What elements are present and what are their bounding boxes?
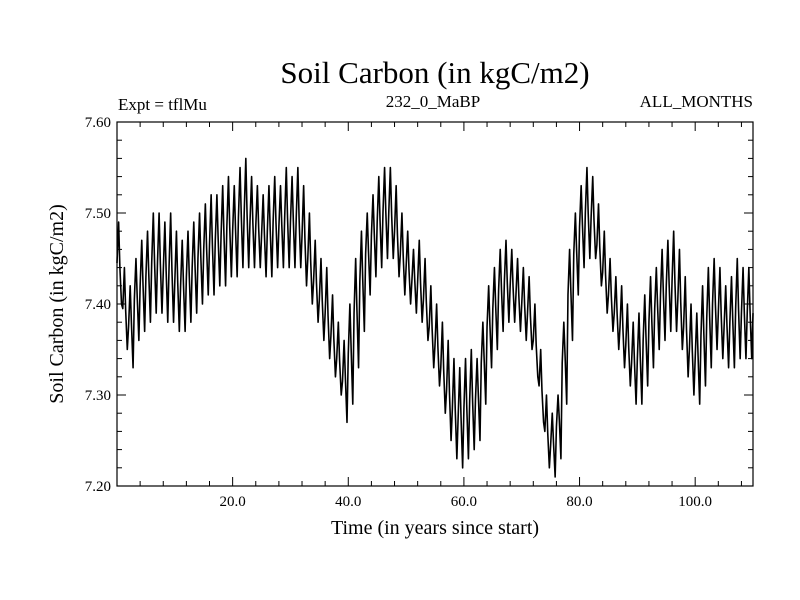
x-tick-label: 100.0 [678,494,712,510]
x-tick-label: 60.0 [451,494,477,510]
months-label: ALL_MONTHS [640,92,753,111]
y-tick-label: 7.30 [85,388,111,404]
y-axis-label: Soil Carbon (in kgC/m2) [46,204,68,403]
x-tick-label: 80.0 [566,494,592,510]
y-tick-label: 7.20 [85,479,111,495]
minor-ticks [117,122,753,486]
x-axis-label: Time (in years since start) [331,517,539,539]
plot-area: 20.0 40.0 60.0 80.0 100.0 7.207.307.407.507.… [85,115,754,510]
y-tick-label: 7.50 [85,206,111,222]
y-axis-ticks: 7.20 7.30 7.40 7.50 7.60 [85,115,753,495]
soil-carbon-series-line [116,157,754,478]
x-tick-label: 20.0 [220,494,246,510]
x-tick-label: 40.0 [335,494,361,510]
period-label: 232_0_MaBP [386,92,480,111]
y-tick-label: 7.40 [85,297,111,313]
y-tick-label: 7.60 [85,115,111,131]
experiment-label: Expt = tflMu [118,95,207,114]
x-axis-ticks: 20.0 40.0 60.0 80.0 100.0 [220,122,712,510]
chart-title: Soil Carbon (in kgC/m2) [280,55,589,90]
